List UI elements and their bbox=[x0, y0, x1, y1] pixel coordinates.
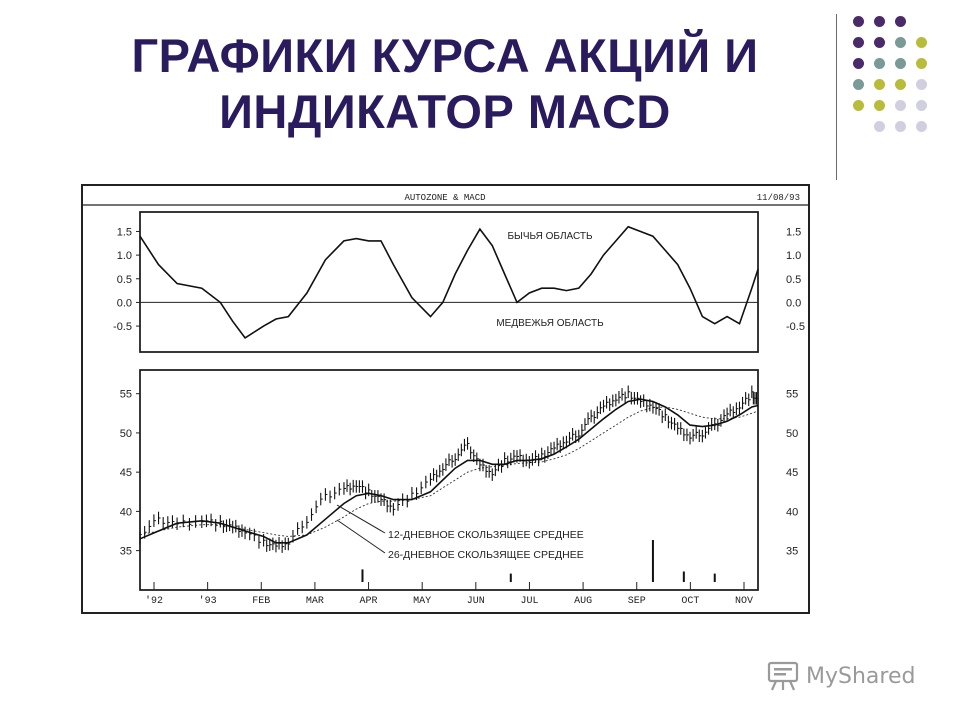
decor-dot-grid bbox=[853, 16, 943, 156]
macd-ytick-label: 1.5 bbox=[117, 226, 132, 238]
decor-dot bbox=[916, 100, 927, 111]
decor-dot bbox=[853, 79, 864, 90]
xtick-label: MAY bbox=[413, 596, 431, 607]
price-ytick-label: 50 bbox=[120, 428, 132, 440]
xtick-label: NOV bbox=[735, 596, 753, 607]
watermark-text: MyShared bbox=[806, 663, 916, 689]
chart-title: AUTOZONE & MACD bbox=[404, 193, 485, 203]
xtick-label: JUL bbox=[520, 596, 538, 607]
macd-ytick-label-right: 0.0 bbox=[786, 297, 801, 309]
decor-dot bbox=[853, 58, 864, 69]
price-ytick-label-right: 50 bbox=[786, 428, 798, 440]
xtick-label: JUN bbox=[467, 596, 485, 607]
macd-ytick-label-right: 1.5 bbox=[786, 226, 801, 238]
legend-label-sma26: 26-ДНЕВНОЕ СКОЛЬЗЯЩЕЕ СРЕДНЕЕ bbox=[388, 549, 584, 561]
xtick-label: '92 bbox=[145, 595, 163, 607]
slide-title: ГРАФИКИ КУРСА АКЦИЙ И ИНДИКАТОР MACD bbox=[70, 28, 820, 140]
decor-dot bbox=[874, 79, 885, 90]
macd-panel-frame bbox=[139, 211, 759, 353]
price-ytick-label: 45 bbox=[120, 467, 132, 479]
decor-dot bbox=[895, 79, 906, 90]
macd-ytick-label-right: 1.0 bbox=[786, 250, 801, 262]
decor-dot bbox=[916, 79, 927, 90]
chart-date: 11/08/93 bbox=[757, 193, 800, 203]
xtick-label: SEP bbox=[628, 596, 646, 607]
decor-dot bbox=[916, 37, 927, 48]
price-ytick-label-right: 35 bbox=[786, 546, 798, 558]
xtick-label: APR bbox=[360, 596, 378, 607]
presentation-board-icon bbox=[767, 661, 799, 691]
price-ytick-label-right: 45 bbox=[786, 467, 798, 479]
price-ytick-label: 40 bbox=[120, 506, 132, 518]
title-line-1: ГРАФИКИ КУРСА АКЦИЙ И bbox=[131, 29, 759, 82]
decor-dot bbox=[916, 58, 927, 69]
xtick-label: OCT bbox=[681, 596, 699, 607]
decor-dot bbox=[916, 121, 927, 132]
watermark: MyShared bbox=[766, 656, 915, 696]
decor-dot bbox=[853, 37, 864, 48]
xtick-label: MAR bbox=[306, 596, 324, 607]
price-ytick-label-right: 40 bbox=[786, 506, 798, 518]
macd-ytick-label-right: -0.5 bbox=[786, 321, 805, 333]
decor-dot bbox=[895, 100, 906, 111]
legend-label-sma12: 12-ДНЕВНОЕ СКОЛЬЗЯЩЕЕ СРЕДНЕЕ bbox=[388, 529, 584, 541]
decor-dot bbox=[895, 37, 906, 48]
price-ytick-label: 35 bbox=[120, 546, 132, 558]
macd-ytick-label: 1.0 bbox=[117, 250, 132, 262]
title-line-2: ИНДИКАТОР MACD bbox=[219, 85, 671, 138]
decor-dot bbox=[853, 16, 864, 27]
decor-dot bbox=[874, 58, 885, 69]
decor-dot bbox=[874, 37, 885, 48]
bull-area-label: БЫЧЬЯ ОБЛАСТЬ bbox=[507, 231, 593, 242]
decor-dot bbox=[853, 100, 864, 111]
decor-dot bbox=[895, 16, 906, 27]
decor-dot bbox=[874, 16, 885, 27]
leader-line-12 bbox=[336, 504, 386, 534]
macd-series-line bbox=[139, 225, 759, 339]
macd-ytick-label: 0.0 bbox=[117, 297, 132, 309]
xtick-label: FEB bbox=[252, 596, 270, 607]
decor-divider bbox=[836, 14, 837, 180]
decor-dot bbox=[895, 121, 906, 132]
price-ytick-label-right: 55 bbox=[786, 389, 798, 401]
price-ytick-label: 55 bbox=[120, 389, 132, 401]
xtick-label: AUG bbox=[574, 596, 592, 607]
decor-dot bbox=[895, 58, 906, 69]
macd-ytick-label: 0.5 bbox=[117, 274, 132, 286]
macd-ytick-label-right: 0.5 bbox=[786, 274, 801, 286]
decor-dot bbox=[874, 121, 885, 132]
decor-dot bbox=[874, 100, 885, 111]
price-panel-frame bbox=[139, 369, 759, 591]
bear-area-label: МЕДВЕЖЬЯ ОБЛАСТЬ bbox=[496, 318, 604, 329]
macd-ytick-label: -0.5 bbox=[113, 321, 132, 333]
xtick-label: '93 bbox=[199, 595, 217, 607]
leader-line-26 bbox=[336, 519, 386, 554]
chart-outer-frame bbox=[81, 184, 810, 614]
